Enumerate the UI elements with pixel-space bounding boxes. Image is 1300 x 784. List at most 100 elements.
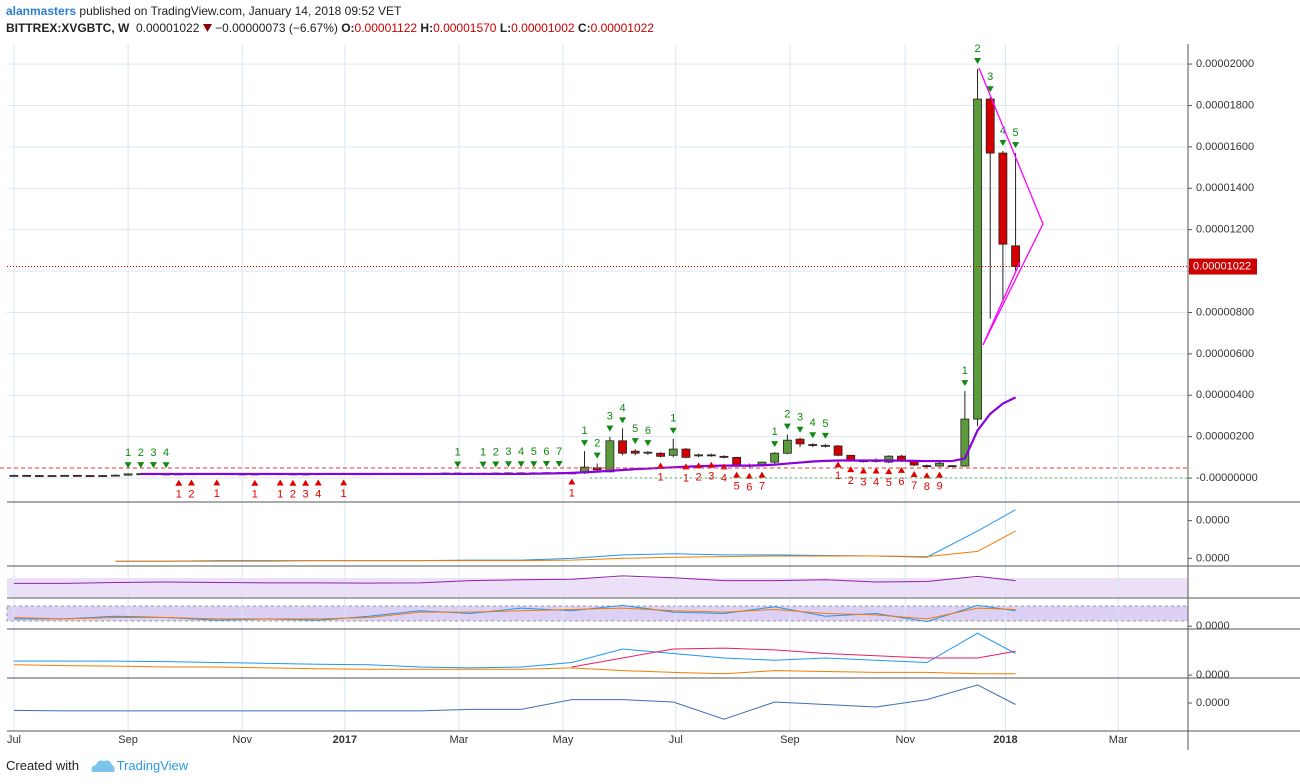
author[interactable]: alanmasters <box>6 4 77 18</box>
brand[interactable]: TradingView <box>116 758 189 773</box>
candle-body <box>630 450 640 454</box>
candle-body <box>643 451 653 454</box>
td-label: 2 <box>696 471 702 483</box>
pane-line <box>571 647 1016 668</box>
y-tick-label: -0.00000000 <box>1196 472 1258 484</box>
change: −0.00000073 (−6.67%) <box>215 21 338 35</box>
y-tick-label: 0.00001400 <box>1196 182 1254 194</box>
candle-body <box>123 473 133 476</box>
last-price-box <box>1189 258 1257 275</box>
candle-body <box>770 452 780 463</box>
td-label: 1 <box>658 471 664 483</box>
td-label: 3 <box>303 489 309 501</box>
td-label: 4 <box>873 476 879 488</box>
td-label: 4 <box>315 488 321 500</box>
candle-body <box>935 462 944 467</box>
td-arrow <box>923 472 931 479</box>
pane-line <box>13 684 1016 720</box>
triangle-drawing <box>982 261 1021 346</box>
td-arrow <box>276 479 284 486</box>
pane-line <box>115 530 1016 562</box>
td-arrow <box>251 479 259 486</box>
close-label: C: <box>577 21 591 35</box>
td-label: 7 <box>911 480 917 492</box>
td-arrow <box>492 461 500 468</box>
td-label: 3 <box>607 411 613 423</box>
td-arrow <box>504 461 512 468</box>
candle-body <box>47 475 57 477</box>
td-arrow <box>568 478 576 485</box>
td-arrow <box>834 461 842 468</box>
y-tick-label: 0.00001600 <box>1196 141 1254 153</box>
x-tick-label: 2017 <box>333 734 357 746</box>
td-label: 5 <box>822 418 828 430</box>
triangle-drawing <box>978 67 1044 346</box>
td-label: 7 <box>759 481 765 493</box>
last-price-label: 0.00001022 <box>1193 260 1251 272</box>
td-arrow <box>1012 142 1020 149</box>
marks: Jul Sep Nov 2017 Mar May Jul Sep Nov 2018 Mar -0.00… <box>7 43 1258 746</box>
td-arrow <box>745 472 753 479</box>
td-label: 1 <box>252 489 258 501</box>
td-arrow <box>137 462 145 469</box>
td-label: 2 <box>594 437 600 449</box>
candle-body <box>34 475 44 477</box>
td-label: 5 <box>632 423 638 435</box>
x-tick-label: 2018 <box>993 734 1017 746</box>
candle-body <box>782 439 792 454</box>
td-arrow <box>669 427 677 434</box>
td-arrow <box>885 468 893 475</box>
td-arrow <box>809 432 817 439</box>
candle-body <box>656 452 665 457</box>
td-arrow <box>783 423 791 430</box>
td-arrow <box>302 479 310 486</box>
td-label: 1 <box>480 447 486 459</box>
td-label: 5 <box>1013 127 1019 139</box>
td-label: 5 <box>734 481 740 493</box>
candle-body <box>820 444 830 447</box>
y-tick-label: 0.00000800 <box>1196 306 1254 318</box>
td-label: 1 <box>835 470 841 482</box>
td-label: 1 <box>277 488 283 500</box>
x-tick-label: Nov <box>895 734 915 746</box>
candle-body <box>85 475 95 477</box>
rsi-band <box>7 578 1188 597</box>
td-arrow <box>733 471 741 478</box>
td-label: 3 <box>860 476 866 488</box>
td-arrow <box>910 471 918 478</box>
y-tick-label: 0.00002000 <box>1196 58 1254 70</box>
td-label: 5 <box>886 477 892 489</box>
td-label: 3 <box>150 447 156 459</box>
td-arrow <box>593 452 601 459</box>
td-arrow <box>606 425 614 432</box>
td-arrow <box>758 471 766 478</box>
td-arrow <box>859 467 867 474</box>
candle-body <box>694 454 704 457</box>
x-tick-label: Sep <box>780 734 800 746</box>
low: 0.00001002 <box>511 21 575 35</box>
last: 0.00001022 <box>136 21 200 35</box>
td-arrow <box>555 461 563 468</box>
candle-body <box>795 438 805 445</box>
created-with: Created with <box>6 758 79 773</box>
moving-average <box>140 396 1017 476</box>
td-label: 1 <box>341 488 347 500</box>
candle-body <box>884 455 894 463</box>
y-tick-label: 0.00000400 <box>1196 389 1254 401</box>
td-label: 1 <box>214 488 220 500</box>
td-arrow <box>149 462 157 469</box>
candle-body <box>922 465 932 468</box>
td-label: 4 <box>721 472 727 484</box>
footer: Created with TradingView <box>6 758 188 773</box>
frame <box>7 44 1300 750</box>
candle-body <box>833 445 843 456</box>
td-arrow <box>961 380 969 387</box>
td-arrow <box>644 440 652 447</box>
td-label: 3 <box>797 412 803 424</box>
td-arrow <box>289 479 297 486</box>
td-arrow <box>187 479 195 486</box>
x-tick-label: Mar <box>450 734 469 746</box>
td-label: 2 <box>784 408 790 420</box>
td-arrow <box>162 462 170 469</box>
